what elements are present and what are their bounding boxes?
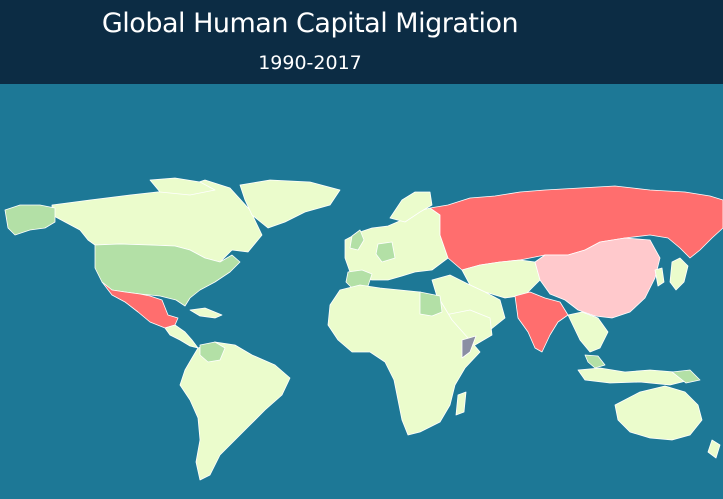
country-new-zealand[interactable] (707, 439, 721, 459)
page-title: Global Human Capital Migration (101, 8, 519, 39)
country-japan[interactable] (669, 257, 689, 291)
country-korea[interactable] (654, 267, 665, 287)
country-greenland[interactable] (239, 179, 341, 229)
country-australia[interactable] (614, 385, 703, 441)
page-subtitle: 1990-2017 (258, 52, 362, 74)
caribbean (189, 307, 223, 319)
country-papua-new-guinea[interactable] (671, 369, 701, 384)
country-brazil-south-america[interactable] (179, 341, 291, 481)
country-china[interactable] (534, 237, 661, 319)
country-alaska[interactable] (4, 204, 56, 236)
country-madagascar[interactable] (455, 391, 467, 416)
region-southeast-asia[interactable] (567, 311, 609, 353)
country-india[interactable] (514, 291, 569, 353)
region-scandinavia[interactable] (389, 191, 433, 223)
world-map[interactable] (0, 84, 723, 499)
canadian-arctic-islands (149, 177, 216, 196)
country-somalia[interactable] (461, 335, 477, 359)
country-egypt[interactable] (419, 291, 443, 317)
header-bar: Global Human Capital Migration 1990-2017 (0, 0, 723, 84)
country-malaysia[interactable] (584, 354, 606, 369)
country-venezuela[interactable] (199, 341, 226, 363)
country-mexico[interactable] (101, 281, 179, 329)
country-germany[interactable] (375, 241, 396, 263)
country-uk[interactable] (349, 229, 365, 251)
